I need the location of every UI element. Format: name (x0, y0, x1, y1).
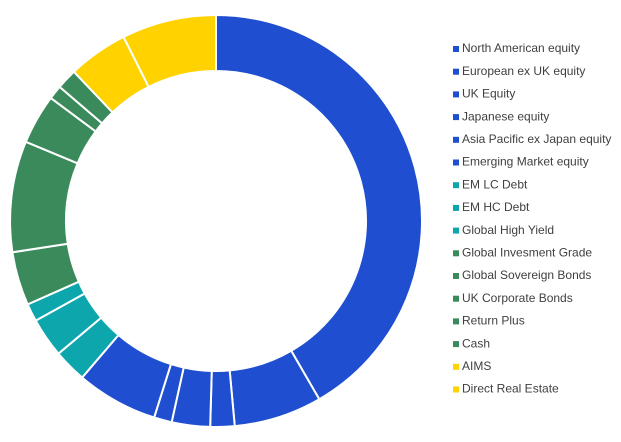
legend-label: Direct Real Estate (462, 382, 559, 396)
legend-label: Global Invesment Grade (462, 245, 592, 259)
legend-marker (453, 273, 459, 279)
legend-marker (453, 204, 459, 211)
legend-marker (453, 295, 459, 302)
legend-marker (453, 46, 459, 52)
legend-label: EM HC Debt (462, 200, 530, 214)
legend-marker (453, 91, 459, 98)
legend-label: Cash (462, 336, 490, 350)
legend-label: EM LC Debt (462, 177, 528, 191)
legend-marker (453, 386, 459, 393)
legend-label: Japanese equity (462, 109, 549, 123)
legend-label: Asia Pacific ex Japan equity (462, 132, 611, 146)
legend-marker (453, 318, 459, 325)
legend-marker (453, 114, 459, 121)
donut-segment (122, 13, 217, 89)
legend-label: Emerging Market equity (462, 155, 589, 169)
legend-label: Global High Yield (462, 223, 554, 237)
legend-marker (453, 227, 459, 234)
donut-segment (209, 369, 236, 429)
legend-label: AIMS (462, 359, 491, 373)
legend-marker (453, 363, 459, 370)
legend-label: UK Equity (462, 87, 515, 101)
legend-label: European ex UK equity (462, 64, 585, 78)
legend-marker (453, 250, 459, 257)
legend-label: North American equity (462, 41, 580, 55)
legend-label: Return Plus (462, 314, 525, 328)
legend-marker (453, 68, 459, 75)
legend-label: Global Sovereign Bonds (462, 268, 591, 282)
legend-marker (453, 159, 459, 166)
donut-segment (215, 13, 423, 401)
legend-label: UK Corporate Bonds (462, 291, 573, 305)
legend-marker (453, 136, 459, 143)
legend-marker (453, 341, 459, 348)
legend-marker (453, 182, 459, 189)
